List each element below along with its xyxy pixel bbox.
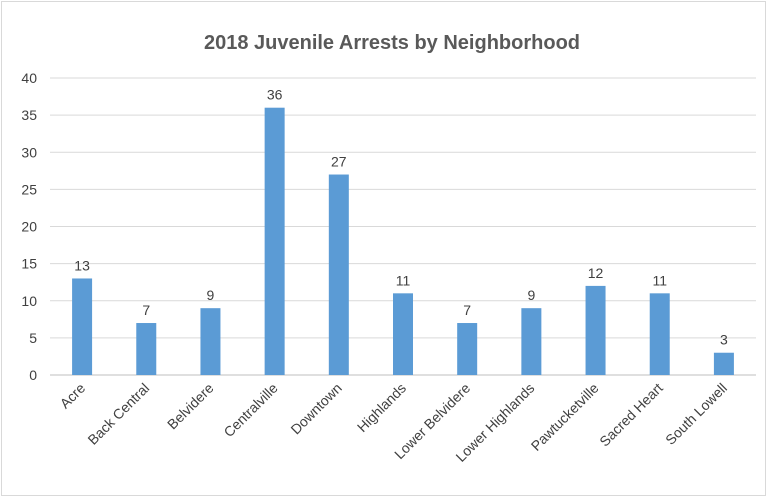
x-category-label: Belvidere [164, 380, 217, 433]
y-tick-label: 40 [21, 70, 37, 86]
data-label: 11 [396, 272, 411, 288]
y-tick-label: 35 [21, 107, 37, 123]
y-tick-label: 5 [29, 330, 37, 346]
bar [521, 308, 542, 375]
y-tick-label: 25 [21, 181, 37, 197]
chart-title: 2018 Juvenile Arrests by Neighborhood [204, 32, 580, 54]
x-category-label: Acre [57, 380, 89, 412]
bar [328, 174, 349, 375]
bar [713, 352, 734, 375]
gridlines [50, 77, 756, 376]
x-category-label: Pawtucketville [528, 380, 602, 454]
x-category-label: Back Central [84, 380, 152, 448]
data-label: 13 [74, 257, 90, 273]
data-label: 27 [331, 154, 347, 170]
bar [457, 323, 478, 375]
bar [393, 293, 413, 375]
data-label: 36 [267, 87, 283, 103]
y-axis-ticks: 0 5 10 15 20 25 30 35 40 [21, 70, 37, 383]
data-label: 11 [652, 272, 667, 288]
bar [649, 293, 670, 375]
bar [585, 285, 606, 375]
y-tick-label: 30 [21, 144, 37, 160]
x-category-label: Centralville [220, 380, 280, 440]
data-label: 7 [142, 302, 150, 318]
data-labels: 13 7 9 36 27 11 7 9 12 11 3 [74, 87, 728, 348]
y-tick-label: 0 [29, 367, 37, 383]
x-category-label: South Lowell [662, 380, 730, 448]
data-label: 3 [720, 332, 728, 348]
x-category-label: Downtown [287, 380, 345, 438]
data-label: 12 [588, 265, 604, 281]
y-tick-label: 20 [21, 219, 37, 235]
y-tick-label: 15 [21, 256, 37, 272]
x-category-label: Highlands [354, 380, 409, 435]
data-label: 9 [527, 287, 535, 303]
bar [264, 107, 285, 375]
bar [200, 308, 221, 375]
x-category-label: Sacred Heart [596, 380, 666, 450]
data-label: 7 [463, 302, 471, 318]
bars [72, 107, 734, 375]
bar [72, 278, 93, 375]
data-label: 9 [207, 287, 215, 303]
y-tick-label: 10 [21, 293, 37, 309]
bar [136, 323, 157, 375]
